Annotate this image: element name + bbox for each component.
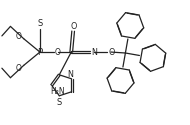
Text: N: N: [92, 48, 97, 56]
Text: S: S: [56, 98, 62, 107]
Text: O: O: [16, 64, 22, 73]
Text: S: S: [37, 19, 43, 28]
Text: O: O: [55, 48, 61, 56]
Text: H₂N: H₂N: [50, 87, 65, 96]
Text: N: N: [67, 70, 73, 79]
Text: O: O: [71, 22, 77, 31]
Text: O: O: [108, 48, 115, 56]
Text: O: O: [16, 32, 22, 41]
Text: P: P: [37, 48, 42, 56]
